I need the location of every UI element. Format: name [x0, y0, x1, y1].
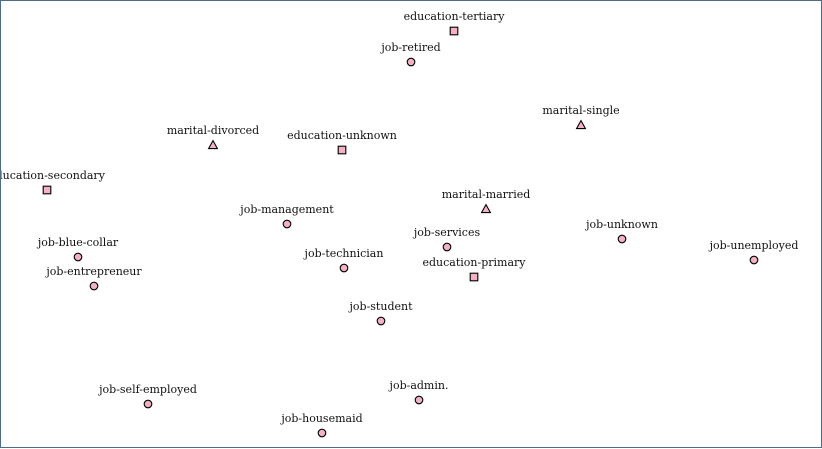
point-label-job-blue-collar: job-blue-collar [36, 236, 119, 249]
point-label-education-primary: education-primary [423, 256, 527, 269]
point-marker-job-entrepreneur [89, 281, 99, 291]
point-label-marital-married: marital-married [442, 188, 531, 201]
point-marker-education-unknown [337, 145, 347, 155]
point-marker-job-services [442, 242, 452, 252]
point-marker-job-student [376, 316, 386, 326]
point-label-job-management: job-management [238, 203, 334, 216]
point-marker-job-retired [406, 57, 416, 67]
point-marker-marital-married [480, 203, 492, 214]
point-marker-job-management [282, 219, 292, 229]
point-marker-job-blue-collar [73, 252, 83, 262]
point-marker-education-tertiary [449, 26, 459, 36]
point-label-job-services: job-services [412, 226, 481, 239]
point-marker-education-primary [469, 272, 479, 282]
point-marker-job-admin [414, 395, 424, 405]
point-label-job-student: job-student [348, 300, 414, 313]
point-marker-education-secondary [42, 185, 52, 195]
point-marker-marital-divorced [207, 139, 219, 150]
point-label-job-unemployed: job-unemployed [708, 239, 799, 252]
point-label-job-technician: job-technician [303, 247, 384, 260]
point-marker-marital-single [575, 119, 587, 130]
point-label-job-retired: job-retired [379, 41, 440, 54]
point-marker-job-technician [339, 263, 349, 273]
point-label-job-housemaid: job-housemaid [279, 412, 362, 425]
point-label-education-secondary: education-secondary [1, 169, 106, 182]
point-label-job-entrepreneur: job-entrepreneur [44, 265, 142, 278]
point-label-job-admin: job-admin. [388, 379, 449, 392]
point-label-marital-divorced: marital-divorced [167, 124, 259, 137]
point-marker-job-housemaid [317, 428, 327, 438]
point-label-job-unknown: job-unknown [584, 218, 658, 231]
point-marker-job-self-employed [143, 399, 153, 409]
point-label-job-self-employed: job-self-employed [97, 383, 197, 396]
point-marker-job-unemployed [749, 255, 759, 265]
point-label-education-unknown: education-unknown [287, 129, 397, 142]
point-label-marital-single: marital-single [542, 104, 619, 117]
point-marker-job-unknown [617, 234, 627, 244]
point-label-education-tertiary: education-tertiary [404, 10, 506, 23]
